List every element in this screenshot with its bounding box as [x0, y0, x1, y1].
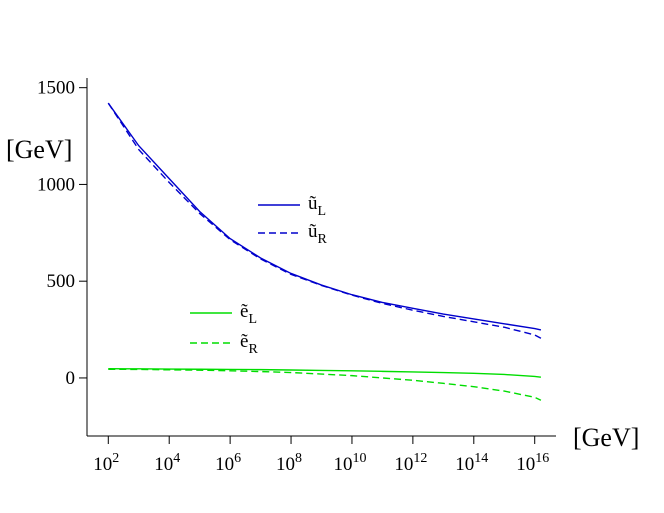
x-tick-label: 1014	[455, 451, 488, 475]
x-tick-label: 1016	[516, 451, 549, 475]
y-tick-label: 1000	[37, 174, 75, 195]
x-tick-label: 1012	[394, 451, 427, 475]
legend-label: ẽL	[240, 301, 257, 327]
legend-label: ũR	[308, 221, 328, 247]
legend-label: ũL	[308, 193, 326, 219]
x-tick-label: 1010	[333, 451, 366, 475]
x-tick-label: 108	[276, 451, 302, 475]
x-axis-label: [GeV]	[573, 423, 639, 452]
y-tick-label: 0	[66, 368, 76, 389]
y-axis-label: [GeV]	[6, 135, 72, 164]
x-tick-label: 104	[154, 451, 180, 475]
y-tick-label: 1500	[37, 78, 75, 99]
legend-label: ẽR	[240, 331, 258, 357]
x-tick-label: 102	[93, 451, 119, 475]
y-tick-label: 500	[47, 271, 76, 292]
series-line	[107, 102, 542, 339]
x-tick-label: 106	[215, 451, 241, 475]
series-line	[108, 367, 542, 378]
